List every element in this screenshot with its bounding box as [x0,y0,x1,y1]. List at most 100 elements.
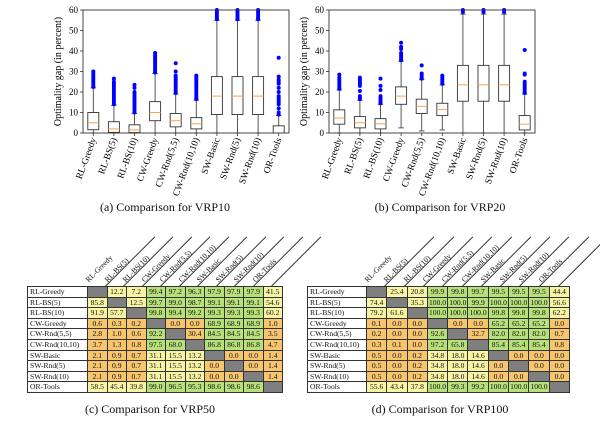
row-label: CW-Greedy [307,317,367,330]
value-cell: 0.0 [204,360,225,372]
value-cell: 68.0 [165,338,186,351]
value-cell: 79.2 [365,307,388,319]
table-vrp50: RL-Greedy RL-BS(5) RL-BS(10) CW-Greedy CW-Rn… [27,228,351,408]
y-tick-label: 40 [315,46,325,56]
outlier-point [440,73,445,78]
value-cell: 43.4 [386,381,408,393]
value-cell: 65.2 [508,317,530,330]
value-cell: 98.7 [184,296,205,309]
value-cell: 99.3 [243,307,264,319]
value-cell: 100.0 [508,381,530,393]
outlier-point [522,79,527,84]
value-cell: 0.0 [548,317,570,330]
value-cell: 60.2 [262,307,283,319]
value-cell: 99.1 [204,296,225,309]
value-cell: 0.0 [223,349,244,362]
value-cell: 99.8 [508,307,530,319]
axes-frame [328,9,536,134]
value-cell: 3.5 [262,328,283,340]
value-cell: 99.8 [447,286,469,298]
value-cell: 45.4 [106,381,127,393]
value-cell: 62.2 [548,307,570,319]
row-label: CW-Rnd(10,10) [27,338,88,351]
outlier-point [132,90,137,94]
row-label: SW-Rnd(5) [307,360,367,372]
row-label: RL-BS(10) [307,307,367,319]
outlier-point [337,75,342,80]
value-cell: 54.6 [262,296,283,309]
diagonal-cell [223,360,244,372]
row-label: RL-Greedy [27,286,88,298]
table-row: CW-Rnd(5,5) 0.2 0.0 0.0 92.6 32.7 82.0 82.0 82.0… [307,328,570,340]
outlier-point [173,69,178,74]
box [169,113,182,128]
table-row: SW-Rnd(10) 2.1 0.9 0.7 31.1 15.5 13.2 0.0 0.0 1.4 [27,370,283,383]
value-cell: 99.8 [487,307,510,319]
outlier-point [276,77,281,82]
outlier-point [276,90,281,94]
y-tick-label: 0 [320,128,325,138]
value-cell: 1.4 [262,360,283,372]
row-label: SW-Basic [27,349,88,362]
y-axis-label: Optimality gap (in percent) [299,17,310,126]
value-cell: 18.0 [447,370,469,383]
outlier-point [276,74,281,79]
value-cell: 82.0 [487,328,510,340]
outlier-point [153,51,158,56]
value-cell: 0.7 [126,370,147,383]
row-label: RL-BS(10) [27,307,88,319]
value-cell: 68.9 [204,317,225,330]
value-cell: 0.0 [487,370,510,383]
value-cell: 99.2 [467,381,489,393]
value-cell: 98.6 [243,381,264,393]
value-cell: 0.6 [87,317,108,330]
value-cell: 13.2 [184,349,205,362]
diagonal-cell [262,381,283,393]
value-cell: 0.0 [223,370,244,383]
box [395,86,408,105]
row-label: CW-Rnd(5,5) [27,328,88,340]
value-cell: 15.5 [165,370,186,383]
outlier-point [276,55,281,60]
value-cell: 96.5 [165,381,186,393]
value-cell: 99.0 [145,381,166,393]
value-cell: 86.8 [204,338,225,351]
value-cell: 18.0 [447,360,469,372]
box [87,112,100,131]
value-cell: 31.1 [145,370,166,383]
row-label: SW-Basic [307,349,367,362]
diagonal-cell [548,381,570,393]
diagonal-cell [487,349,510,362]
value-cell: 34.8 [426,349,449,362]
box [353,116,366,129]
box [333,109,346,125]
diagonal-cell [365,286,388,298]
value-cell: 34.8 [426,370,449,383]
value-cell: 0.7 [126,360,147,372]
value-cell: 0.0 [386,349,408,362]
value-cell: 2.8 [87,328,108,340]
value-cell: 0.0 [386,317,408,330]
value-cell: 86.8 [223,338,244,351]
value-cell: 1.0 [106,328,127,340]
row-label: RL-BS(5) [27,296,88,309]
value-cell: 35.3 [406,296,428,309]
outlier-point [132,82,137,87]
caption-a: (a) Comparison for VRP10 [99,200,231,214]
value-cell: 0.0 [447,317,469,330]
box [107,121,120,133]
value-cell: 68.9 [223,317,244,330]
value-cell: 100.0 [508,296,530,309]
y-tick-label: 40 [69,46,79,56]
value-cell: 99.3 [223,307,244,319]
value-cell: 0.0 [243,360,264,372]
box [210,76,223,115]
row-label: CW-Rnd(5,5) [307,328,367,340]
value-cell: 0.0 [508,349,530,362]
value-cell: 1.4 [262,349,283,362]
value-cell: 99.0 [165,296,186,309]
value-cell: 0.0 [386,360,408,372]
outlier-point [276,85,281,90]
value-cell: 31.1 [145,360,166,372]
table-row: CW-Rnd(10,10) 3.7 1.3 0.8 97.5 68.0 86.8 86.8 86… [27,338,283,351]
